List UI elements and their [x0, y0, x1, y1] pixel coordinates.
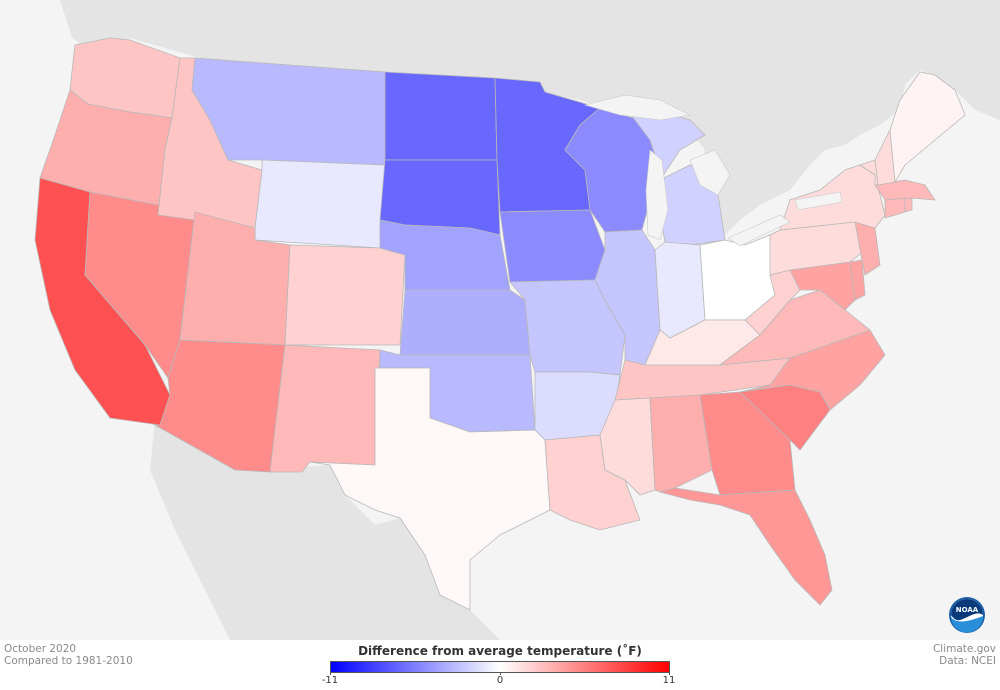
- credit-data: Data: NCEI: [939, 655, 996, 667]
- credits: Climate.gov Data: NCEI: [933, 643, 996, 667]
- lake-huron: [689, 149, 731, 196]
- lake-superior: [583, 94, 691, 121]
- state-nm: [269, 344, 381, 473]
- lake-erie: [727, 214, 791, 247]
- state-fl: [658, 487, 833, 606]
- credit-source: Climate.gov: [932, 643, 996, 655]
- state-ks: [399, 289, 531, 356]
- state-me: [889, 71, 966, 184]
- map-metadata: October 2020 Compared to 1981-2010: [4, 643, 133, 667]
- state-ma: [874, 179, 936, 201]
- state-nd: [384, 71, 498, 161]
- state-wy: [254, 159, 386, 249]
- legend-tick-max: 11: [662, 675, 676, 686]
- state-ia: [499, 209, 606, 283]
- noaa-logo-text: NOAA: [956, 606, 979, 614]
- legend-tick-min-mark: [330, 672, 331, 675]
- legend-title: Difference from average temperature (˚F): [358, 644, 642, 658]
- legend-tick-mid-mark: [500, 672, 501, 675]
- state-ri: [904, 197, 913, 213]
- legend-tick-max-mark: [669, 672, 670, 675]
- noaa-logo: NOAA: [949, 597, 985, 633]
- legend-tick-mid: 0: [496, 675, 504, 686]
- baseline-label: Compared to 1981-2010: [4, 655, 133, 667]
- state-vt: [859, 159, 879, 186]
- mexico-land: [150, 420, 500, 640]
- state-borders: [583, 94, 843, 247]
- state-tx: [309, 367, 551, 611]
- state-de: [849, 259, 866, 301]
- lake-ontario: [794, 191, 843, 211]
- legend-tick-min: -11: [321, 675, 339, 686]
- canada-land: [60, 0, 1000, 245]
- state-polygons: [34, 37, 966, 611]
- footer: October 2020 Compared to 1981-2010 Diffe…: [0, 640, 1000, 690]
- state-co: [284, 244, 406, 346]
- anomaly-map: [34, 0, 1000, 640]
- lake-michigan: [645, 149, 669, 241]
- date-label: October 2020: [4, 643, 77, 655]
